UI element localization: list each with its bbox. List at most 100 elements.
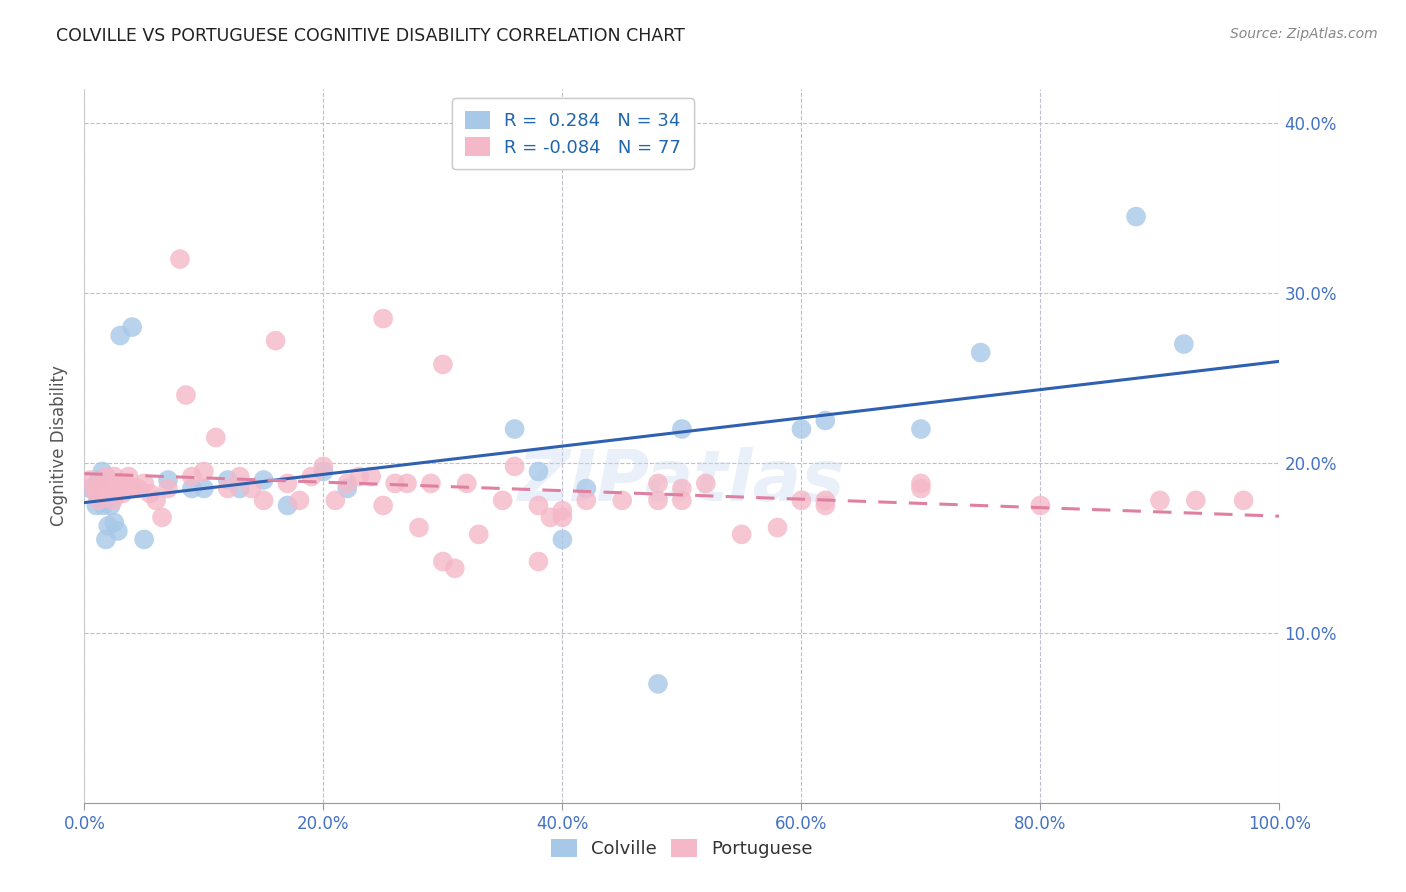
Point <box>288 493 311 508</box>
Point <box>970 345 993 359</box>
Point <box>540 510 562 524</box>
Point <box>253 473 276 487</box>
Point <box>79 482 101 496</box>
Point <box>503 422 526 436</box>
Point <box>94 533 117 547</box>
Point <box>384 476 406 491</box>
Point <box>205 430 228 444</box>
Point <box>456 476 478 491</box>
Point <box>790 493 813 508</box>
Point <box>910 422 932 436</box>
Point <box>132 476 156 491</box>
Point <box>103 516 125 530</box>
Point <box>671 482 693 496</box>
Point <box>79 473 101 487</box>
Point <box>432 358 454 372</box>
Point <box>527 465 550 479</box>
Point <box>647 476 669 491</box>
Point <box>610 493 633 508</box>
Point <box>766 520 789 534</box>
Point <box>647 677 669 691</box>
Point <box>814 493 837 508</box>
Point <box>93 486 115 500</box>
Point <box>277 476 299 491</box>
Point <box>814 413 837 427</box>
Point <box>301 469 323 483</box>
Point <box>323 493 347 508</box>
Point <box>111 486 134 500</box>
Point <box>105 486 128 500</box>
Legend: R =  0.284   N = 34, R = -0.084   N = 77: R = 0.284 N = 34, R = -0.084 N = 77 <box>451 98 693 169</box>
Point <box>157 473 180 487</box>
Point <box>349 469 371 483</box>
Point <box>150 510 173 524</box>
Point <box>575 482 598 496</box>
Point <box>396 476 419 491</box>
Point <box>444 561 467 575</box>
Point <box>647 493 669 508</box>
Point <box>790 422 813 436</box>
Point <box>139 486 162 500</box>
Point <box>1184 493 1206 508</box>
Point <box>103 469 125 483</box>
Point <box>1125 210 1147 224</box>
Point <box>91 476 114 491</box>
Point <box>110 476 132 491</box>
Text: ZIPatlas: ZIPatlas <box>519 447 845 516</box>
Point <box>117 469 139 483</box>
Point <box>671 493 693 508</box>
Point <box>115 476 138 491</box>
Point <box>93 499 115 513</box>
Point <box>910 476 932 491</box>
Point <box>87 473 110 487</box>
Point <box>86 486 108 500</box>
Point <box>671 422 693 436</box>
Point <box>419 476 441 491</box>
Point <box>527 499 550 513</box>
Point <box>312 459 335 474</box>
Point <box>1173 337 1195 351</box>
Point <box>312 465 335 479</box>
Point <box>1232 493 1256 508</box>
Point <box>97 519 120 533</box>
Point <box>695 476 717 491</box>
Point <box>110 328 132 343</box>
Point <box>228 469 252 483</box>
Point <box>264 334 287 348</box>
Point <box>217 473 239 487</box>
Point <box>83 482 105 496</box>
Point <box>228 482 252 496</box>
Point <box>174 388 197 402</box>
Point <box>253 493 276 508</box>
Point <box>336 482 359 496</box>
Point <box>408 520 430 534</box>
Text: COLVILLE VS PORTUGUESE COGNITIVE DISABILITY CORRELATION CHART: COLVILLE VS PORTUGUESE COGNITIVE DISABIL… <box>56 27 685 45</box>
Text: Source: ZipAtlas.com: Source: ZipAtlas.com <box>1230 27 1378 41</box>
Legend: Colville, Portuguese: Colville, Portuguese <box>544 831 820 865</box>
Point <box>157 482 180 496</box>
Point <box>551 503 574 517</box>
Point <box>100 482 122 496</box>
Point <box>527 555 550 569</box>
Point <box>503 459 526 474</box>
Point <box>240 482 263 496</box>
Point <box>814 499 837 513</box>
Point <box>277 499 299 513</box>
Point <box>180 482 202 496</box>
Point <box>575 493 598 508</box>
Point <box>127 482 149 496</box>
Point <box>432 555 454 569</box>
Point <box>132 533 156 547</box>
Point <box>101 493 124 508</box>
Point <box>336 476 359 491</box>
Point <box>97 476 120 491</box>
Point <box>217 482 239 496</box>
Point <box>193 465 215 479</box>
Point <box>94 469 117 483</box>
Point <box>551 533 574 547</box>
Point <box>193 482 215 496</box>
Point <box>86 499 108 513</box>
Point <box>371 311 394 326</box>
Point <box>467 527 491 541</box>
Point <box>145 493 167 508</box>
